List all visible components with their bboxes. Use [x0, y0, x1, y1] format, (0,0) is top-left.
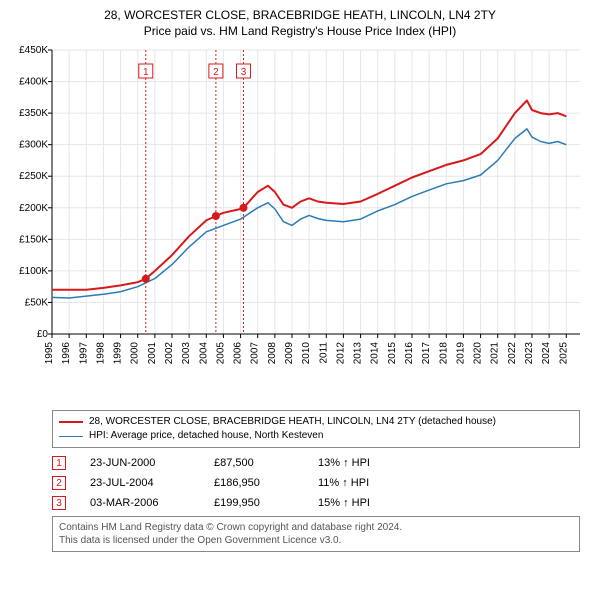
svg-text:2008: 2008	[267, 342, 278, 365]
svg-text:2020: 2020	[473, 342, 484, 365]
svg-text:£250K: £250K	[19, 171, 48, 182]
svg-text:2001: 2001	[147, 342, 158, 365]
table-row: 2 23-JUL-2004 £186,950 11% ↑ HPI	[52, 476, 580, 490]
legend-swatch	[59, 421, 83, 423]
table-row: 1 23-JUN-2000 £87,500 13% ↑ HPI	[52, 456, 580, 470]
legend-label: 28, WORCESTER CLOSE, BRACEBRIDGE HEATH, …	[89, 415, 496, 429]
svg-text:2000: 2000	[130, 342, 141, 365]
title-line-2: Price paid vs. HM Land Registry's House …	[10, 24, 590, 38]
svg-text:£0: £0	[37, 329, 49, 340]
tx-date: 23-JUN-2000	[90, 457, 190, 469]
svg-text:2006: 2006	[233, 342, 244, 365]
legend: 28, WORCESTER CLOSE, BRACEBRIDGE HEATH, …	[52, 410, 580, 448]
legend-label: HPI: Average price, detached house, Nort…	[89, 429, 323, 443]
svg-text:2022: 2022	[507, 342, 518, 365]
svg-text:£300K: £300K	[19, 140, 48, 151]
svg-text:2011: 2011	[318, 342, 329, 364]
svg-text:2023: 2023	[524, 342, 535, 365]
svg-text:2003: 2003	[181, 342, 192, 365]
table-row: 3 03-MAR-2006 £199,950 15% ↑ HPI	[52, 496, 580, 510]
chart: £0 £50K £100K £150K £200K £250K £300K £350K £400…	[10, 44, 590, 404]
svg-text:2: 2	[213, 67, 219, 78]
svg-text:2019: 2019	[455, 342, 466, 365]
legend-item: HPI: Average price, detached house, Nort…	[59, 429, 573, 443]
svg-text:2018: 2018	[438, 342, 449, 365]
transaction-table: 1 23-JUN-2000 £87,500 13% ↑ HPI 2 23-JUL…	[52, 456, 580, 510]
svg-text:1: 1	[143, 67, 149, 78]
svg-text:1995: 1995	[44, 342, 55, 365]
tx-marker-icon: 3	[52, 496, 66, 510]
tx-price: £87,500	[214, 457, 294, 469]
svg-text:2004: 2004	[198, 342, 209, 365]
chart-container: 28, WORCESTER CLOSE, BRACEBRIDGE HEATH, …	[0, 0, 600, 562]
chart-svg: £0 £50K £100K £150K £200K £250K £300K £350K £400…	[10, 44, 590, 404]
attribution-line: This data is licensed under the Open Gov…	[59, 534, 573, 547]
tx-diff: 15% ↑ HPI	[318, 497, 418, 509]
svg-text:2005: 2005	[215, 342, 226, 365]
svg-text:2009: 2009	[284, 342, 295, 365]
tx-marker-icon: 2	[52, 476, 66, 490]
svg-text:2007: 2007	[250, 342, 261, 365]
svg-text:3: 3	[241, 67, 247, 78]
attribution-line: Contains HM Land Registry data © Crown c…	[59, 521, 573, 534]
title-line-1: 28, WORCESTER CLOSE, BRACEBRIDGE HEATH, …	[10, 8, 590, 22]
svg-text:2017: 2017	[421, 342, 432, 365]
tx-price: £186,950	[214, 477, 294, 489]
svg-text:2024: 2024	[541, 342, 552, 365]
svg-text:2013: 2013	[353, 342, 364, 365]
svg-text:£150K: £150K	[19, 234, 48, 245]
svg-text:1997: 1997	[78, 342, 89, 365]
svg-text:£400K: £400K	[19, 77, 48, 88]
svg-text:1998: 1998	[95, 342, 106, 365]
svg-text:1999: 1999	[113, 342, 124, 365]
tx-price: £199,950	[214, 497, 294, 509]
svg-text:£200K: £200K	[19, 203, 48, 214]
svg-text:£50K: £50K	[25, 297, 49, 308]
svg-text:2002: 2002	[164, 342, 175, 365]
svg-text:£100K: £100K	[19, 266, 48, 277]
svg-text:2025: 2025	[558, 342, 569, 365]
svg-text:£450K: £450K	[19, 45, 48, 56]
tx-date: 23-JUL-2004	[90, 477, 190, 489]
svg-text:2015: 2015	[387, 342, 398, 365]
attribution: Contains HM Land Registry data © Crown c…	[52, 516, 580, 552]
title-block: 28, WORCESTER CLOSE, BRACEBRIDGE HEATH, …	[10, 8, 590, 38]
tx-marker-icon: 1	[52, 456, 66, 470]
svg-text:2012: 2012	[335, 342, 346, 365]
tx-diff: 11% ↑ HPI	[318, 477, 418, 489]
tx-date: 03-MAR-2006	[90, 497, 190, 509]
svg-text:2010: 2010	[301, 342, 312, 365]
svg-text:£350K: £350K	[19, 108, 48, 119]
svg-text:2021: 2021	[490, 342, 501, 365]
svg-text:1996: 1996	[61, 342, 72, 365]
legend-swatch	[59, 436, 83, 437]
legend-item: 28, WORCESTER CLOSE, BRACEBRIDGE HEATH, …	[59, 415, 573, 429]
svg-text:2016: 2016	[404, 342, 415, 365]
svg-text:2014: 2014	[370, 342, 381, 365]
tx-diff: 13% ↑ HPI	[318, 457, 418, 469]
